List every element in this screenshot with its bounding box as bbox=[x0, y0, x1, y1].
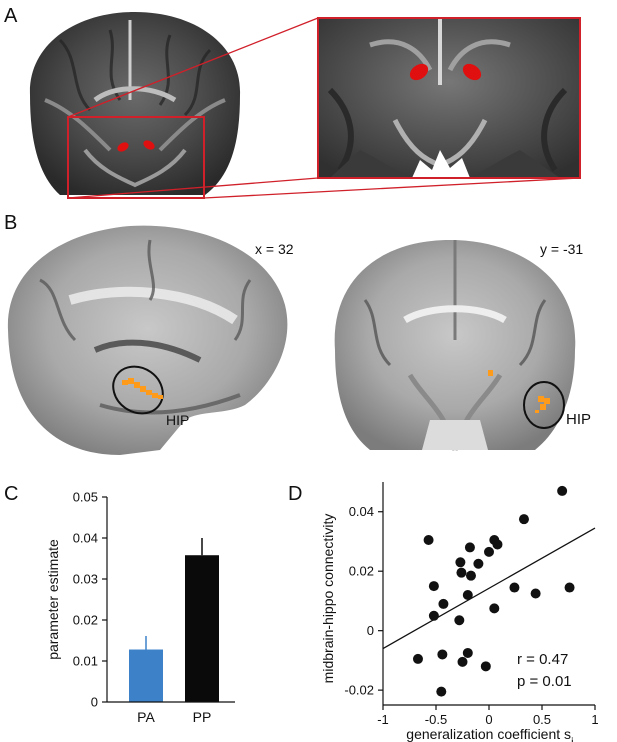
x-tick-label-d: -1 bbox=[377, 712, 389, 727]
x-tick-label-d: 0.5 bbox=[533, 712, 551, 727]
data-point bbox=[456, 567, 467, 578]
data-point bbox=[455, 557, 466, 568]
data-point bbox=[492, 539, 503, 550]
data-point bbox=[564, 582, 575, 593]
x-tick-label-d: 0 bbox=[485, 712, 492, 727]
x-tick-label-d: 1 bbox=[591, 712, 598, 727]
x-tick-label-pa: PA bbox=[137, 709, 155, 725]
data-point bbox=[436, 686, 447, 697]
y-tick-label-d: 0.04 bbox=[349, 504, 374, 519]
x-axis-label-d: generalization coefficient si bbox=[406, 726, 573, 742]
y-tick-label-c: 0.03 bbox=[73, 572, 98, 587]
bar-pp bbox=[185, 555, 219, 702]
data-point bbox=[423, 534, 434, 545]
y-tick-label-c: 0.05 bbox=[73, 490, 98, 505]
hip-label-sagittal: HIP bbox=[166, 412, 190, 428]
y-axis-label-c: parameter estimate bbox=[45, 539, 61, 660]
coronal-coordinate-label: y = -31 bbox=[540, 241, 584, 257]
y-tick-label-c: 0.02 bbox=[73, 613, 98, 628]
data-point bbox=[457, 656, 468, 667]
regression-line bbox=[382, 527, 596, 650]
y-tick-label-d: -0.02 bbox=[344, 683, 374, 698]
y-axis-label-d: midbrain-hippo connectivity bbox=[320, 514, 336, 684]
sagittal-coordinate-label: x = 32 bbox=[255, 241, 294, 257]
data-point bbox=[412, 653, 423, 664]
data-point bbox=[462, 589, 473, 600]
data-point bbox=[557, 485, 568, 496]
data-point bbox=[509, 582, 520, 593]
data-point bbox=[473, 558, 484, 569]
data-point bbox=[428, 581, 439, 592]
data-point bbox=[530, 588, 541, 599]
y-tick-label-c: 0.04 bbox=[73, 531, 98, 546]
y-tick-label-c: 0.01 bbox=[73, 654, 98, 669]
x-tick-label-pp: PP bbox=[193, 709, 212, 725]
data-point bbox=[454, 615, 465, 626]
data-point bbox=[518, 514, 529, 525]
data-point bbox=[484, 546, 494, 557]
data-point bbox=[428, 610, 439, 621]
data-point bbox=[465, 570, 476, 581]
y-tick-label-c: 0 bbox=[91, 695, 98, 710]
panel-letter-c: C bbox=[4, 483, 19, 505]
data-point bbox=[438, 598, 449, 609]
hip-label-coronal: HIP bbox=[566, 411, 592, 428]
x-tick-label-d: -0.5 bbox=[425, 712, 447, 727]
stat-p-label: p = 0.01 bbox=[517, 673, 572, 690]
data-point bbox=[480, 661, 491, 672]
data-point bbox=[489, 603, 500, 614]
y-tick-label-d: 0 bbox=[367, 623, 374, 638]
bar-pa bbox=[129, 649, 163, 702]
y-tick-label-d: 0.02 bbox=[349, 564, 374, 579]
stat-r-label: r = 0.47 bbox=[517, 651, 569, 668]
panel-letter-d: D bbox=[288, 483, 303, 505]
data-point bbox=[462, 647, 473, 658]
data-point bbox=[464, 542, 475, 553]
data-point bbox=[437, 649, 448, 660]
panel-letter-a: A bbox=[4, 5, 18, 27]
